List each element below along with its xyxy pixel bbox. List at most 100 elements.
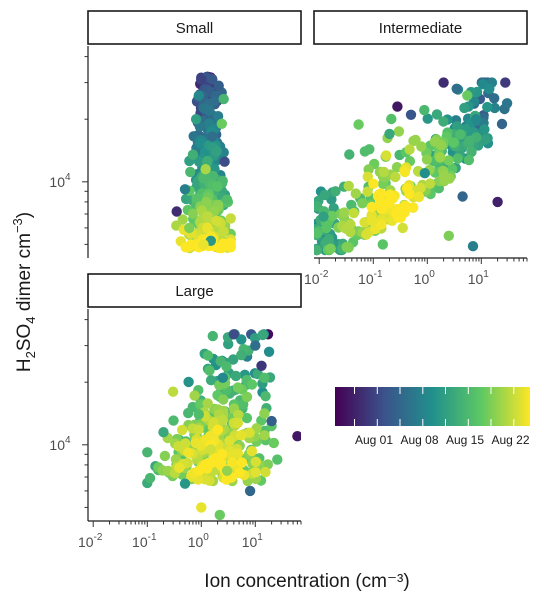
x-tick-label: 101 (468, 269, 490, 287)
scatter-point (459, 102, 470, 114)
color-legend: Aug 01 Aug 08 Aug 15 Aug 22 (335, 387, 530, 447)
scatter-point (215, 458, 227, 469)
scatter-point (174, 462, 185, 473)
data-point (443, 230, 454, 241)
colorbar (335, 387, 530, 426)
strip-small (87, 10, 302, 45)
scatter-point (257, 329, 268, 341)
data-point (266, 415, 277, 427)
scatter-point (408, 202, 419, 213)
scatter-point (419, 104, 430, 116)
scatter-point (259, 408, 270, 419)
data-point (451, 83, 462, 95)
scatter-point (386, 113, 397, 125)
data-point (213, 80, 224, 91)
legend-label: Aug 01 (355, 433, 393, 447)
scatter-point (218, 394, 229, 405)
scatter-point (366, 201, 377, 213)
data-point (171, 206, 182, 217)
data-point (200, 164, 211, 175)
scatter-point (439, 174, 450, 185)
scatter-point (357, 198, 368, 209)
scatter-point (212, 181, 223, 192)
data-point (359, 146, 371, 157)
x-axis-title: Ion concentration (cm⁻³) (204, 571, 409, 592)
scatter-point (230, 370, 242, 382)
data-point (318, 211, 329, 222)
scatter-point (448, 137, 459, 148)
data-point (193, 409, 204, 420)
scatter-point (202, 155, 213, 167)
scatter-point (272, 454, 283, 465)
scatter-point (410, 134, 421, 146)
scatter-point (205, 375, 217, 386)
scatter-point (393, 126, 405, 137)
data-point (158, 427, 169, 438)
scatter-point (195, 138, 206, 149)
data-point (217, 372, 228, 383)
data-point (236, 349, 247, 361)
data-point (142, 447, 153, 458)
data-point (492, 196, 503, 208)
panel-area-large: 104 10-2 10-1 100 101 (49, 309, 302, 550)
scatter-point (183, 447, 194, 458)
scatter-point (208, 452, 220, 464)
data-point (187, 149, 199, 160)
scatter-point (451, 121, 463, 132)
data-point (216, 118, 227, 129)
scatter-point (341, 241, 352, 253)
scatter-point (368, 178, 379, 189)
data-point (196, 502, 207, 513)
scatter-point (250, 456, 262, 467)
scatter-point (381, 150, 392, 161)
scatter-point (422, 113, 433, 124)
scatter-point (452, 153, 463, 164)
data-point (250, 340, 261, 351)
scatter-point (345, 219, 356, 230)
strip-large (87, 273, 302, 308)
legend-label: Aug 22 (491, 433, 529, 447)
scatter-point (376, 219, 387, 230)
data-point (435, 140, 447, 151)
data-point (204, 105, 215, 116)
data-point (292, 431, 301, 442)
panel-area-intermediate: 10-2 10-1 100 101 (304, 77, 528, 287)
data-point (221, 465, 233, 476)
scatter-point (207, 74, 218, 85)
scatter-point (232, 417, 243, 429)
scatter-point (479, 124, 490, 135)
scatter-point (314, 244, 322, 256)
scatter-point (466, 146, 477, 158)
scatter-point (464, 135, 475, 146)
data-point (211, 215, 222, 226)
scatter-point (496, 118, 508, 130)
data-point (207, 131, 218, 142)
data-point (384, 128, 395, 140)
scatter-point (390, 171, 401, 183)
x-tick-label: 100 (188, 532, 210, 550)
data-point (377, 239, 388, 250)
scatter-point (202, 398, 213, 409)
scatter-point (413, 191, 425, 203)
panel-area-small: 104 (49, 46, 236, 258)
scatter-point (144, 472, 156, 484)
scatter-point (218, 226, 229, 237)
scatter-point (211, 146, 222, 157)
data-point (462, 90, 473, 101)
scatter-point (381, 198, 392, 209)
scatter-point (394, 203, 406, 215)
scatter-point (185, 166, 196, 178)
scatter-point (399, 166, 411, 178)
data-point (405, 109, 417, 121)
y-axis-title: H2SO4 dimer cm−3) (10, 212, 38, 372)
strip-label-large: Large (175, 283, 213, 300)
scatter-point (185, 239, 197, 250)
scatter-point (194, 465, 205, 476)
scatter-point (202, 350, 214, 361)
scatter-point (438, 116, 449, 127)
scatter-point (246, 379, 258, 390)
x-tick-label: 101 (242, 532, 264, 550)
scatter-point (189, 390, 200, 401)
data-point (392, 101, 403, 112)
data-point (241, 391, 253, 403)
